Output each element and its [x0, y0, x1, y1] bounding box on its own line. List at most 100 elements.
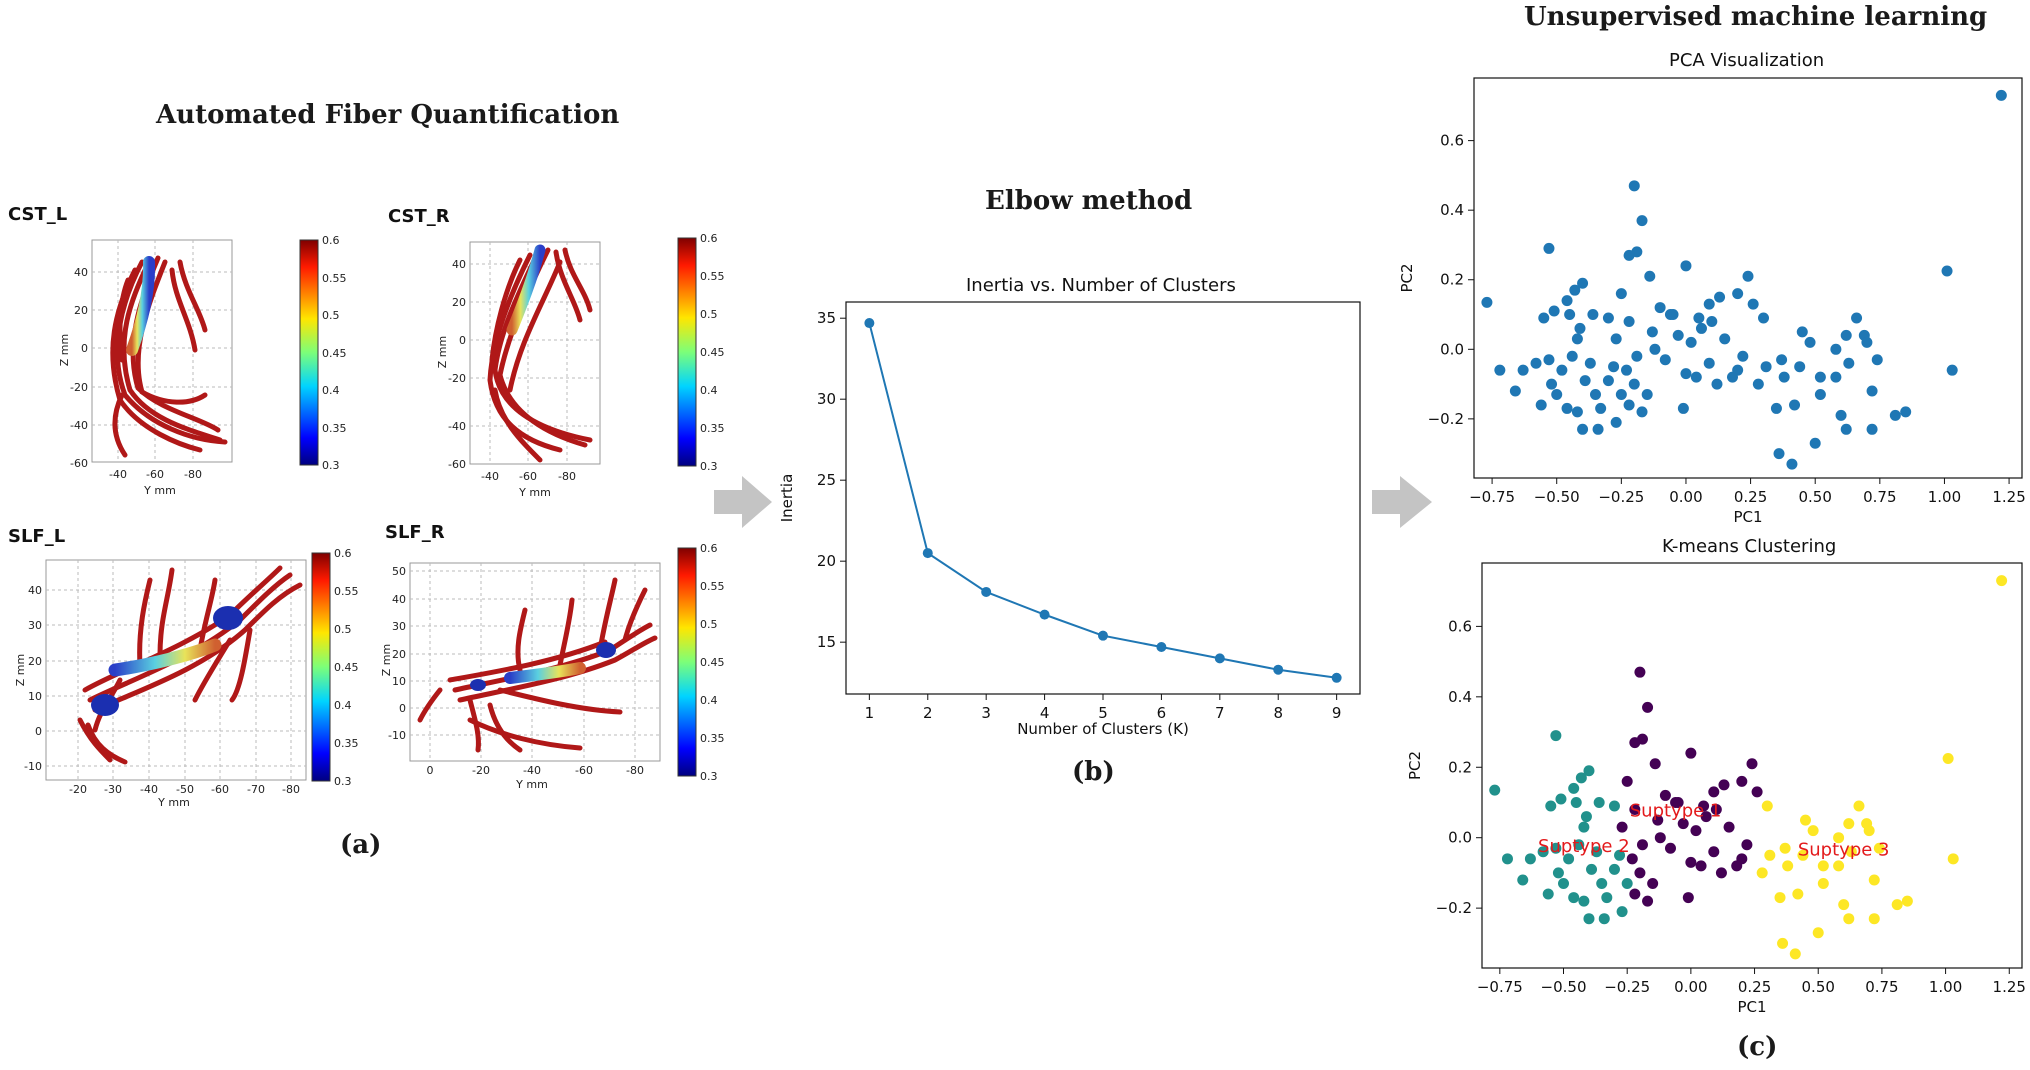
scatter-point	[1556, 364, 1568, 376]
colorbar	[311, 552, 331, 782]
svg-text:0.35: 0.35	[334, 737, 359, 750]
svg-text:30: 30	[392, 620, 406, 633]
scatter-point	[1579, 375, 1591, 387]
panel-label-c: (c)	[1737, 1032, 1778, 1062]
cluster-point	[1573, 839, 1585, 851]
tract-label-slf-l: SLF_L	[8, 526, 66, 547]
scatter-point	[1840, 423, 1852, 435]
scatter-point	[1577, 423, 1589, 435]
svg-text:10: 10	[392, 675, 406, 688]
cluster-point	[1891, 899, 1903, 911]
cluster-point	[1685, 747, 1697, 759]
cluster-point	[1812, 927, 1824, 939]
cluster-point	[1797, 849, 1809, 861]
cluster-point	[1542, 888, 1554, 900]
tract-axes-box	[91, 239, 233, 463]
tract-label-cst-r: CST_R	[388, 206, 450, 227]
svg-text:-60: -60	[519, 470, 537, 483]
scatter-point	[1995, 89, 2007, 101]
svg-text:0.5: 0.5	[700, 308, 718, 321]
cluster-point	[1654, 832, 1666, 844]
cluster-point	[1647, 877, 1659, 889]
scatter-point	[1517, 364, 1529, 376]
svg-text:0.3: 0.3	[322, 459, 340, 472]
svg-text:0.4: 0.4	[334, 699, 352, 712]
scatter-point	[1773, 448, 1785, 460]
scatter-point	[1703, 357, 1715, 369]
cluster-point	[1817, 860, 1829, 872]
tract-ytick: 20	[74, 304, 88, 317]
tract-xtick: -80	[184, 468, 202, 481]
y-tick-label: −0.2	[1436, 899, 1472, 917]
x-axis-label: PC1	[1733, 508, 1762, 526]
scatter-point	[1900, 406, 1912, 418]
y-tick-label: 0.6	[1440, 132, 1464, 150]
scatter-point	[1680, 368, 1692, 380]
x-tick-label: 5	[1098, 704, 1108, 722]
svg-text:0.45: 0.45	[700, 656, 725, 669]
scatter-point	[1851, 312, 1863, 324]
svg-text:Z mm: Z mm	[14, 654, 27, 686]
y-tick-label: 0.6	[1448, 617, 1472, 635]
cluster-point	[1833, 832, 1845, 844]
scatter-point	[1776, 354, 1788, 366]
data-point	[1156, 642, 1167, 653]
scatter-point	[1752, 378, 1764, 390]
cluster-point	[1629, 804, 1641, 816]
data-point	[922, 548, 933, 559]
y-tick-label: −0.2	[1428, 410, 1464, 428]
scatter-point	[1602, 312, 1614, 324]
x-tick-label: −0.25	[1598, 488, 1644, 506]
tract-plot-slf-r: 50 40 30 20 10 0 -10 0 -20 -40 -60 -80 Y…	[380, 542, 725, 791]
svg-text:Y mm: Y mm	[518, 486, 551, 499]
scatter-point	[1592, 423, 1604, 435]
svg-text:-70: -70	[247, 783, 265, 796]
cluster-point	[1545, 800, 1557, 812]
y-tick-label: 35	[817, 309, 836, 327]
x-tick-label: 0.50	[1802, 978, 1835, 996]
scatter-point	[1615, 288, 1627, 300]
colorbar	[677, 547, 697, 777]
cluster-point	[1598, 913, 1610, 925]
scatter-point	[1543, 242, 1555, 254]
svg-text:0.45: 0.45	[334, 661, 359, 674]
scatter-point	[1680, 260, 1692, 272]
scatter-point	[1737, 350, 1749, 362]
scatter-point	[1551, 389, 1563, 401]
scatter-point	[1677, 402, 1689, 414]
x-axis-label: PC1	[1737, 998, 1766, 1016]
scatter-point	[1726, 371, 1738, 383]
cluster-point	[1583, 765, 1595, 777]
scatter-point	[1866, 385, 1878, 397]
cluster-point	[1799, 814, 1811, 826]
cluster-point	[1670, 796, 1682, 808]
cluster-point	[1736, 775, 1748, 787]
cluster-point	[1764, 849, 1776, 861]
cluster-point	[1614, 849, 1626, 861]
svg-text:Y mm: Y mm	[515, 778, 548, 791]
x-tick-label: 0.25	[1738, 978, 1771, 996]
svg-text:-20: -20	[448, 372, 466, 385]
scatter-point	[1571, 406, 1583, 418]
panel-label-b: (b)	[1072, 757, 1115, 787]
unsupervised-section-title: Unsupervised machine learning	[1524, 2, 1988, 32]
scatter-point	[1703, 298, 1715, 310]
cluster-point	[1552, 867, 1564, 879]
scatter-point	[1714, 291, 1726, 303]
scatter-point	[1602, 375, 1614, 387]
y-tick-label: 0.2	[1448, 758, 1472, 776]
x-tick-label: 1.25	[1992, 488, 2025, 506]
x-tick-label: 1.00	[1929, 978, 1962, 996]
tract-ytick: -20	[70, 381, 88, 394]
svg-text:0.6: 0.6	[700, 542, 718, 555]
cluster-point	[1649, 758, 1661, 770]
tract-ytick: -60	[70, 457, 88, 470]
svg-text:20: 20	[28, 655, 42, 668]
cluster-point	[1555, 793, 1567, 805]
cluster-point	[1636, 839, 1648, 851]
cluster-point	[1575, 772, 1587, 784]
tract-plot-slf-l: 40 30 20 10 0 -10 -20 -30 -40 -50 -60 -7…	[14, 547, 359, 809]
cluster-point	[1652, 814, 1664, 826]
scatter-point	[1804, 336, 1816, 348]
y-tick-label: 0.0	[1448, 829, 1472, 847]
